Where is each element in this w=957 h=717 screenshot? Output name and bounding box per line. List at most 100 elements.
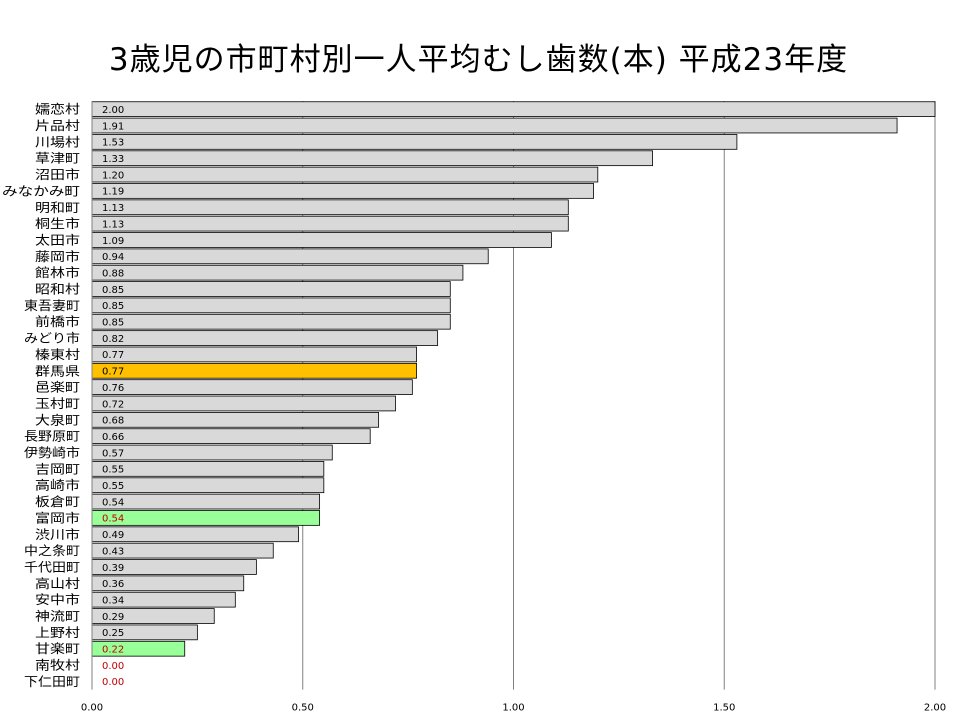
bar [91, 510, 321, 526]
category-label: 下仁田町 [24, 674, 80, 689]
value-label: 2.00 [102, 105, 124, 116]
category-label: 川場村 [35, 134, 81, 149]
bar [91, 166, 599, 183]
category-label: 明和町 [35, 200, 80, 215]
category-label: 片品村 [35, 118, 81, 133]
bar [91, 493, 321, 510]
category-label: 板倉町 [35, 494, 80, 509]
value-label: 0.22 [102, 645, 124, 656]
value-label: 0.68 [102, 416, 124, 427]
value-label: 0.94 [102, 252, 124, 263]
value-label: 0.54 [102, 514, 124, 525]
value-label: 1.53 [102, 138, 124, 149]
value-label: 1.13 [102, 203, 124, 214]
category-label: 邑楽町 [35, 380, 80, 395]
bar [91, 379, 413, 395]
category-label: 嬬恋村 [35, 102, 81, 117]
category-label: 太田市 [35, 232, 80, 247]
bar [91, 248, 489, 265]
category-label: 草津町 [35, 151, 80, 166]
value-label: 0.00 [102, 677, 124, 688]
value-label: 0.66 [102, 432, 124, 443]
category-label: 甘楽町 [35, 641, 80, 656]
bar [91, 411, 380, 428]
value-label: 0.76 [102, 383, 124, 394]
bar [91, 395, 396, 412]
category-label: 安中市 [35, 592, 80, 607]
category-label: 桐生市 [35, 216, 80, 231]
bar [91, 362, 417, 379]
x-tick-label: 1.00 [502, 703, 524, 714]
bar [91, 117, 898, 134]
category-label: 高山村 [35, 576, 81, 591]
value-label: 0.72 [102, 399, 124, 410]
value-label: 0.77 [102, 350, 124, 361]
category-label: みどり市 [24, 331, 80, 346]
bar [91, 215, 569, 232]
bar [91, 134, 738, 150]
x-tick-label: 1.50 [713, 703, 735, 714]
category-label: 伊勢崎市 [24, 445, 80, 460]
value-label: 0.85 [102, 301, 124, 312]
value-label: 0.43 [102, 546, 124, 557]
category-label: 渋川市 [35, 527, 80, 542]
value-label: 1.33 [102, 154, 124, 165]
category-label: 榛東村 [35, 347, 81, 362]
category-label: 玉村町 [35, 396, 80, 411]
category-label: 神流町 [35, 609, 80, 624]
category-label: みなかみ町 [2, 183, 80, 198]
bar [91, 477, 325, 494]
value-label: 1.19 [102, 187, 124, 198]
x-tick-label: 0.50 [292, 703, 314, 714]
value-label: 0.85 [102, 285, 124, 296]
category-label: 館林市 [35, 265, 80, 280]
category-label: 大泉町 [35, 412, 80, 427]
value-label: 0.55 [102, 465, 124, 476]
value-label: 0.77 [102, 367, 124, 378]
bar [91, 444, 333, 461]
bar [91, 150, 653, 167]
value-label: 0.57 [102, 448, 124, 459]
category-label: 吉岡町 [35, 461, 80, 476]
category-label: 沼田市 [35, 167, 80, 182]
category-label: 南牧村 [35, 658, 81, 673]
value-label: 0.39 [102, 563, 124, 574]
value-label: 0.34 [102, 595, 124, 606]
bar [91, 313, 451, 330]
value-label: 0.85 [102, 318, 124, 329]
bar [91, 183, 594, 199]
bar [91, 281, 451, 297]
category-label: 高崎市 [35, 478, 80, 493]
category-label: 富岡市 [35, 510, 80, 525]
value-label: 0.29 [102, 612, 124, 623]
value-label: 0.82 [102, 334, 124, 345]
category-label: 中之条町 [24, 543, 80, 558]
value-label: 0.54 [102, 497, 124, 508]
bar [91, 264, 464, 281]
x-tick-label: 2.00 [924, 703, 946, 714]
bar [91, 461, 325, 477]
value-label: 0.88 [102, 268, 124, 279]
value-label: 0.36 [102, 579, 124, 590]
bar [91, 428, 371, 445]
value-label: 1.09 [102, 236, 124, 247]
value-label: 1.20 [102, 170, 124, 181]
category-label: 前橋市 [35, 314, 80, 329]
bar [91, 101, 936, 118]
value-label: 0.49 [102, 530, 124, 541]
value-label: 1.13 [102, 219, 124, 230]
chart-title: 3歳児の市町村別一人平均むし歯数(本) 平成23年度 [108, 42, 849, 78]
value-label: 0.00 [102, 661, 124, 672]
value-label: 0.55 [102, 481, 124, 492]
bar [91, 199, 569, 216]
category-label: 藤岡市 [35, 249, 80, 264]
category-label: 千代田町 [24, 559, 80, 574]
bar [91, 346, 417, 363]
bar [91, 232, 552, 248]
category-label: 昭和村 [35, 282, 81, 297]
category-label: 東吾妻町 [24, 298, 80, 313]
category-label: 上野村 [35, 625, 81, 640]
category-label: 長野原町 [24, 429, 80, 444]
value-label: 0.25 [102, 628, 124, 639]
